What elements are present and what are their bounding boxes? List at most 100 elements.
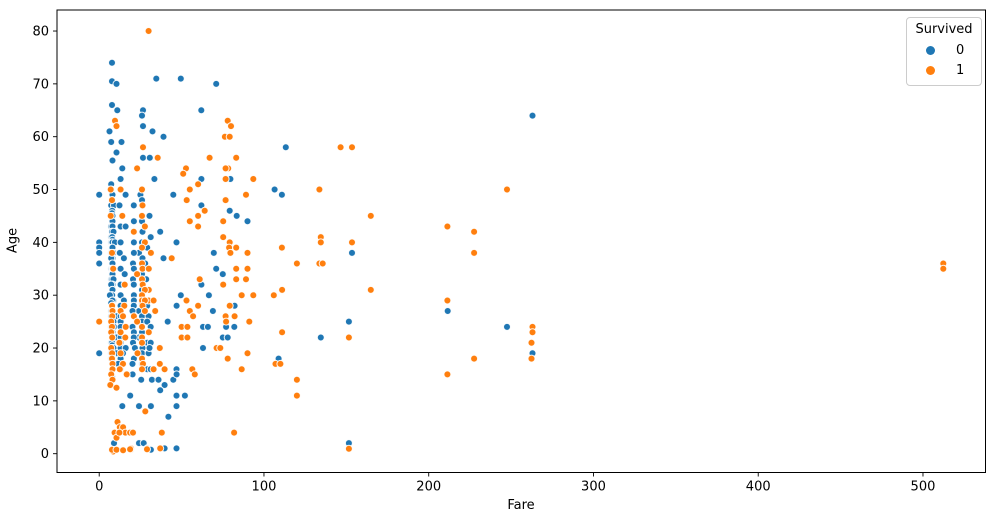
y-axis-label: Age bbox=[5, 227, 21, 254]
x-tick-label: 500 bbox=[911, 480, 936, 495]
y-tick-label: 70 bbox=[32, 77, 49, 92]
data-point-survived-1 bbox=[139, 143, 147, 152]
data-point-survived-0 bbox=[270, 185, 279, 194]
data-point-survived-0 bbox=[172, 402, 181, 411]
data-point-survived-0 bbox=[163, 317, 172, 326]
legend-item-survived-0: 0 bbox=[907, 40, 981, 60]
data-point-survived-0 bbox=[281, 143, 290, 152]
data-point-survived-1 bbox=[106, 211, 115, 220]
data-point-survived-1 bbox=[115, 365, 124, 374]
y-tick-label: 60 bbox=[32, 130, 49, 145]
data-point-survived-1 bbox=[151, 307, 160, 315]
data-point-survived-0 bbox=[120, 270, 129, 279]
data-point-survived-1 bbox=[243, 349, 252, 358]
data-point-survived-0 bbox=[180, 391, 189, 400]
data-point-survived-1 bbox=[129, 428, 137, 437]
data-point-survived-1 bbox=[120, 280, 129, 289]
data-point-survived-0 bbox=[128, 359, 137, 368]
data-point-survived-0 bbox=[154, 375, 163, 384]
data-point-survived-0 bbox=[129, 280, 138, 289]
data-point-survived-0 bbox=[108, 101, 116, 109]
data-point-survived-0 bbox=[209, 248, 218, 257]
data-point-survived-1 bbox=[155, 344, 164, 352]
data-point-survived-0 bbox=[95, 259, 104, 268]
data-point-survived-1 bbox=[219, 280, 228, 289]
data-point-survived-0 bbox=[344, 317, 353, 326]
data-point-survived-0 bbox=[172, 370, 181, 379]
data-point-survived-1 bbox=[122, 370, 131, 379]
data-point-survived-0 bbox=[243, 217, 252, 226]
data-point-survived-0 bbox=[172, 444, 181, 453]
data-point-survived-0 bbox=[212, 264, 221, 273]
data-point-survived-1 bbox=[527, 338, 536, 347]
data-point-survived-1 bbox=[149, 296, 158, 305]
data-point-survived-0 bbox=[230, 322, 239, 331]
legend-marker-blue-icon bbox=[926, 45, 935, 55]
data-point-survived-1 bbox=[527, 354, 536, 363]
data-point-survived-1 bbox=[133, 164, 142, 173]
data-point-survived-1 bbox=[194, 211, 203, 220]
x-axis-label: Fare bbox=[507, 498, 535, 513]
data-point-survived-0 bbox=[137, 375, 146, 384]
data-point-survived-1 bbox=[112, 383, 121, 392]
data-point-survived-1 bbox=[443, 370, 452, 379]
data-point-survived-0 bbox=[108, 156, 117, 165]
data-point-survived-0 bbox=[156, 227, 165, 236]
data-point-survived-0 bbox=[121, 222, 130, 231]
data-point-survived-0 bbox=[503, 322, 511, 331]
data-point-survived-1 bbox=[232, 275, 241, 284]
data-point-survived-1 bbox=[185, 217, 194, 226]
data-point-survived-1 bbox=[116, 349, 125, 358]
data-point-survived-1 bbox=[190, 370, 199, 379]
y-tick-label: 0 bbox=[41, 447, 49, 462]
data-point-survived-1 bbox=[119, 312, 127, 321]
data-point-survived-0 bbox=[172, 391, 181, 400]
data-point-survived-1 bbox=[230, 312, 239, 321]
data-point-survived-1 bbox=[179, 169, 188, 178]
data-point-survived-1 bbox=[292, 375, 301, 384]
data-point-survived-0 bbox=[208, 307, 217, 315]
y-tick-label: 30 bbox=[32, 289, 49, 304]
data-point-survived-1 bbox=[167, 254, 176, 263]
data-point-survived-1 bbox=[108, 196, 116, 205]
data-point-survived-1 bbox=[146, 248, 155, 257]
data-point-survived-0 bbox=[145, 344, 154, 352]
data-point-survived-0 bbox=[118, 402, 127, 411]
data-point-survived-0 bbox=[117, 138, 126, 146]
data-point-survived-1 bbox=[205, 153, 214, 162]
data-point-survived-1 bbox=[138, 243, 146, 252]
legend-title: Survived bbox=[915, 22, 973, 37]
data-point-survived-1 bbox=[219, 217, 228, 226]
data-point-survived-0 bbox=[129, 201, 138, 210]
data-point-survived-1 bbox=[222, 317, 231, 326]
data-point-survived-0 bbox=[159, 132, 168, 141]
data-point-survived-0 bbox=[199, 344, 207, 352]
data-point-survived-0 bbox=[316, 333, 325, 342]
data-point-survived-1 bbox=[155, 359, 164, 368]
data-point-survived-1 bbox=[109, 264, 118, 273]
data-point-survived-0 bbox=[107, 138, 116, 146]
data-point-survived-0 bbox=[108, 58, 116, 67]
data-point-survived-1 bbox=[221, 164, 230, 173]
data-point-survived-1 bbox=[200, 206, 209, 215]
data-point-survived-0 bbox=[146, 233, 155, 242]
data-point-survived-1 bbox=[119, 446, 128, 455]
legend-item-survived-1: 1 bbox=[907, 60, 981, 80]
data-point-survived-0 bbox=[152, 74, 161, 83]
data-point-survived-0 bbox=[146, 402, 155, 411]
data-point-survived-0 bbox=[150, 175, 159, 183]
data-point-survived-1 bbox=[226, 248, 235, 257]
data-point-survived-0 bbox=[232, 211, 241, 220]
data-point-survived-0 bbox=[218, 270, 227, 279]
data-point-survived-0 bbox=[115, 201, 124, 210]
data-point-survived-1 bbox=[230, 428, 239, 437]
data-point-survived-0 bbox=[119, 254, 128, 263]
data-point-survived-1 bbox=[276, 359, 285, 368]
data-point-survived-1 bbox=[183, 322, 192, 331]
data-point-survived-0 bbox=[172, 301, 181, 310]
data-point-survived-1 bbox=[443, 222, 452, 231]
data-point-survived-1 bbox=[185, 185, 194, 194]
data-point-survived-1 bbox=[216, 344, 225, 352]
data-point-survived-1 bbox=[939, 264, 948, 273]
